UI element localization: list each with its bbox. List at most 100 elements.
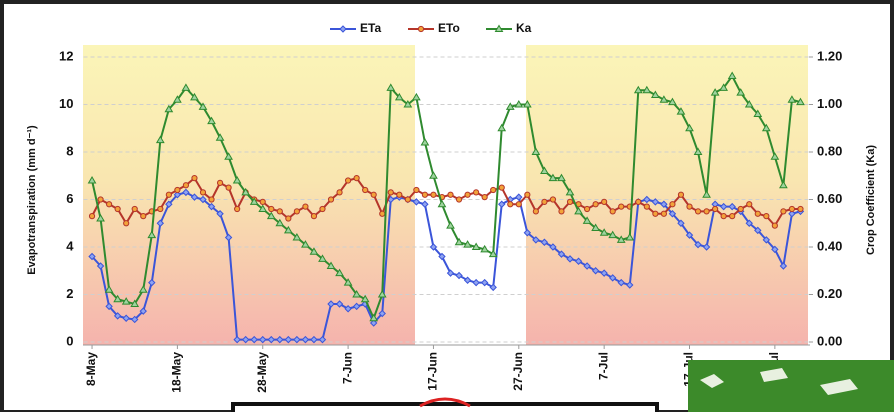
marker: [787, 95, 797, 103]
marker: [139, 307, 147, 315]
marker: [729, 213, 736, 220]
marker: [88, 213, 96, 220]
marker: [96, 214, 105, 222]
marker: [736, 88, 746, 96]
marker: [618, 203, 625, 210]
x-tick-label: 17-Jul: [682, 352, 696, 387]
marker: [131, 205, 138, 213]
marker: [310, 213, 318, 220]
y-tick-label: 0: [66, 333, 73, 348]
marker: [481, 194, 488, 201]
marker: [728, 202, 736, 211]
marker: [480, 244, 490, 253]
marker: [507, 201, 514, 208]
marker: [609, 208, 616, 215]
marker: [455, 271, 463, 280]
marker: [608, 274, 617, 282]
marker: [498, 184, 505, 191]
marker: [394, 92, 404, 101]
marker: [702, 243, 711, 251]
marker: [130, 299, 140, 307]
marker: [592, 201, 599, 208]
marker: [412, 92, 421, 101]
marker: [522, 100, 532, 108]
x-tick-label: 8-May: [84, 352, 98, 386]
marker: [430, 191, 437, 198]
marker: [199, 195, 207, 204]
marker: [523, 229, 532, 237]
marker: [396, 191, 403, 198]
marker: [292, 233, 302, 241]
marker: [276, 335, 284, 344]
marker: [780, 208, 787, 215]
marker: [532, 236, 540, 244]
marker: [302, 203, 309, 210]
marker: [421, 191, 429, 198]
marker: [96, 262, 105, 270]
marker: [702, 190, 711, 198]
marker: [600, 269, 608, 277]
marker: [412, 198, 421, 206]
marker: [659, 95, 669, 103]
marker: [463, 276, 472, 284]
marker: [232, 176, 242, 184]
marker: [207, 202, 216, 211]
marker: [370, 191, 377, 198]
marker: [693, 147, 703, 155]
marker: [779, 180, 788, 189]
marker: [480, 278, 489, 287]
marker: [720, 213, 727, 220]
marker: [131, 315, 139, 324]
marker: [694, 208, 702, 215]
marker: [582, 216, 592, 224]
marker: [464, 191, 471, 198]
marker: [583, 205, 591, 213]
marker: [122, 314, 130, 322]
marker: [250, 335, 258, 344]
marker: [275, 218, 285, 227]
marker: [617, 278, 625, 287]
marker: [190, 92, 199, 101]
marker: [216, 179, 224, 186]
marker: [472, 278, 480, 287]
marker: [293, 208, 300, 215]
marker: [583, 262, 591, 270]
marker: [616, 235, 626, 243]
marker: [540, 238, 549, 246]
y-axis-label: Evapotranspiration (mm d⁻¹): [26, 125, 38, 275]
marker: [174, 186, 181, 194]
marker: [753, 109, 763, 117]
marker: [318, 335, 327, 344]
marker: [669, 201, 676, 208]
marker: [745, 219, 753, 227]
marker: [524, 191, 531, 198]
marker: [494, 24, 504, 32]
y2-tick-label: 1.20: [817, 48, 842, 63]
marker: [259, 198, 266, 205]
marker: [258, 204, 268, 212]
marker: [446, 221, 455, 229]
marker: [156, 219, 165, 227]
marker: [652, 210, 659, 217]
marker: [259, 335, 267, 344]
marker: [719, 202, 728, 211]
marker: [327, 300, 335, 308]
marker: [651, 198, 660, 206]
marker: [463, 240, 472, 248]
marker: [566, 198, 574, 205]
marker: [88, 252, 96, 261]
marker: [608, 230, 618, 239]
marker: [498, 200, 506, 208]
marker: [626, 281, 634, 289]
marker: [471, 242, 481, 250]
marker: [215, 133, 225, 141]
marker: [147, 230, 157, 239]
marker: [138, 285, 148, 293]
marker: [763, 213, 770, 220]
marker: [540, 166, 549, 174]
marker: [685, 231, 694, 239]
x-tick-label: 7-Jul: [596, 352, 610, 380]
legend-label: ETo: [438, 21, 460, 35]
marker: [293, 335, 301, 344]
